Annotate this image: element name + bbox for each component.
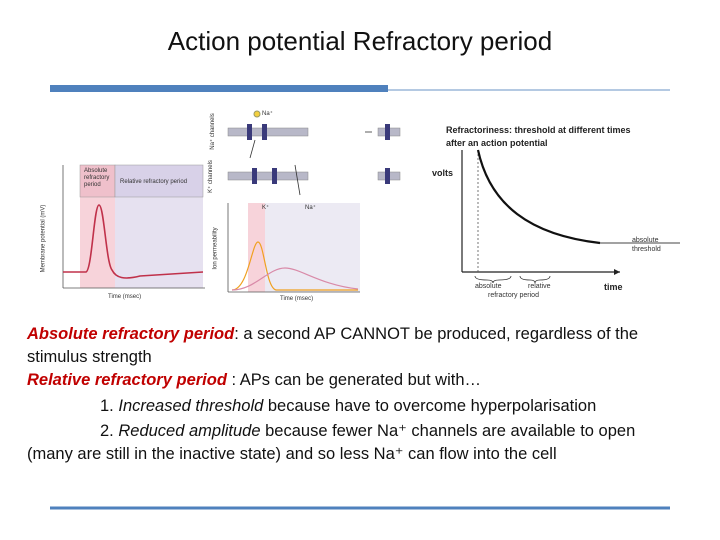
body-line: 2. Reduced amplitude because fewer Na⁺ c… [100, 421, 635, 441]
relative-label: Relative refractory period [120, 179, 188, 185]
relative-text: relative [528, 283, 551, 290]
text: because fewer Na⁺ channels are available… [260, 422, 636, 440]
slide-title: Action potential Refractory period [167, 26, 553, 56]
middle-graph [227, 203, 360, 293]
na-channels: Na⁺ channels [209, 113, 216, 150]
na-top: Na⁺ [262, 111, 273, 117]
term: Absolute refractory period [27, 325, 235, 343]
body-line: stimulus strength [27, 348, 152, 367]
left-graph [62, 164, 205, 289]
absolute-text: absolute [475, 283, 502, 290]
text: 2. [100, 422, 119, 440]
body-line: (many are still in the inactive state) a… [27, 444, 557, 464]
right-title: Refractoriness: threshold at different t… [446, 125, 631, 148]
right-y-label: volts [432, 168, 454, 178]
text: 1. [100, 397, 119, 415]
body-line: 1. Increased threshold because have to o… [100, 397, 596, 416]
text: : a second AP CANNOT be produced, regard… [234, 325, 639, 343]
text: stimulus strength [27, 348, 152, 366]
k-channels: K⁺ channels [207, 160, 214, 193]
body-line: Relative refractory period : APs can be … [27, 371, 481, 390]
left-x-label: Time (msec) [108, 294, 142, 300]
left-y-label: Membrane potential (mV) [40, 204, 47, 273]
term: Increased threshold [118, 397, 264, 415]
na-ion: Na⁺ [305, 205, 316, 211]
body-line: Absolute refractory period: a second AP … [27, 325, 638, 344]
term: Reduced amplitude [118, 422, 261, 440]
term: Relative refractory period [27, 371, 227, 389]
period-text: refractory period [488, 292, 539, 299]
middle-x-label: Time (msec) [280, 296, 314, 302]
middle-y-label: Ion permeability [212, 227, 219, 270]
right-x-label: time [604, 282, 623, 292]
middle-diagram [227, 110, 401, 211]
text: (many are still in the inactive state) a… [27, 445, 557, 463]
text: because have to overcome hyperpolarisati… [263, 397, 597, 415]
right-graph [430, 118, 680, 298]
k-ion: K⁺ [262, 205, 270, 211]
absolute-label: Absolute refractory period [84, 168, 110, 188]
threshold-label: absolute threshold [632, 237, 661, 253]
text: : APs can be generated but with… [226, 371, 482, 389]
title-bar [50, 85, 388, 92]
